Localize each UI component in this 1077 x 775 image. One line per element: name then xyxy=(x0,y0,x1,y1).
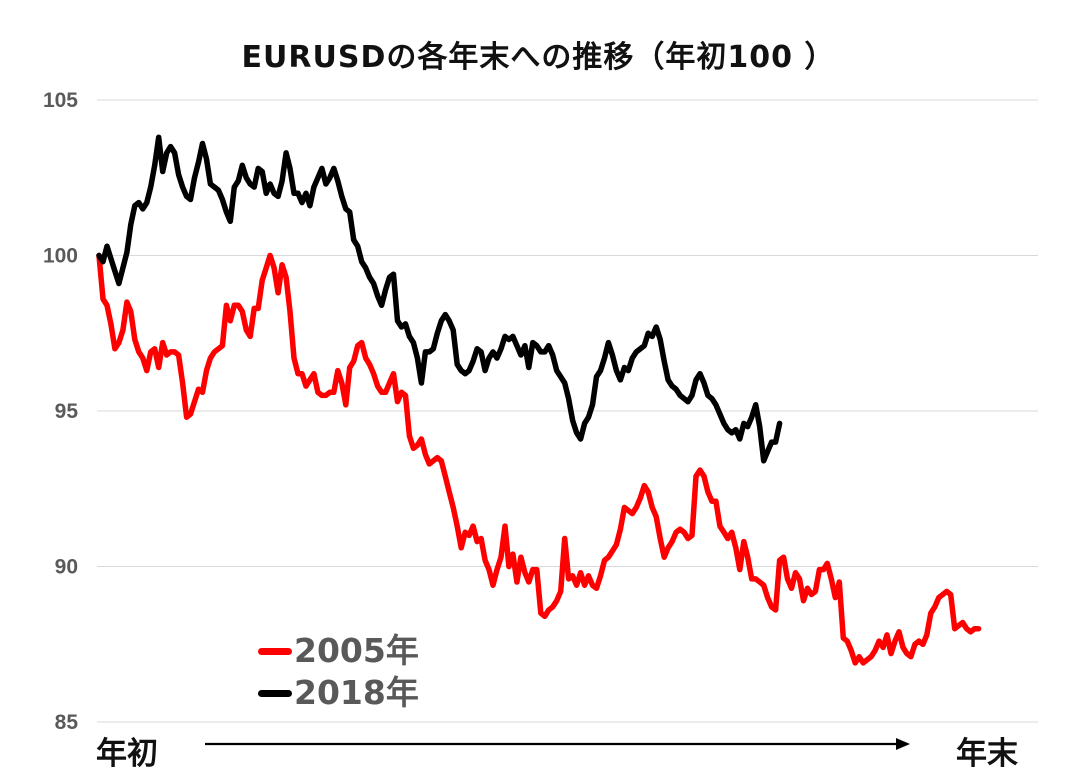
legend-swatch-2005 xyxy=(258,647,292,655)
y-tick-label: 105 xyxy=(43,89,78,112)
legend-label-2005: 2005年 xyxy=(294,631,419,670)
x-start-label: 年初 xyxy=(96,736,158,772)
legend: 2005年 2018年 xyxy=(258,630,419,714)
chart-title: EURUSDの各年末への推移（年初100 ） xyxy=(241,40,836,75)
legend-label-2018: 2018年 xyxy=(294,673,419,712)
x-end-label: 年末 xyxy=(956,736,1018,772)
legend-item-2005: 2005年 xyxy=(258,630,419,672)
y-tick-label: 95 xyxy=(55,400,79,423)
series-line-2018 xyxy=(96,134,783,464)
series-lines xyxy=(96,134,982,666)
gridlines xyxy=(97,99,1038,723)
y-tick-label: 100 xyxy=(43,245,78,268)
y-tick-label: 90 xyxy=(55,556,78,579)
x-axis-arrow xyxy=(205,738,910,750)
series-line-2005 xyxy=(96,252,982,666)
legend-item-2018: 2018年 xyxy=(258,672,419,714)
y-axis-ticks: 85 90 95 100 105 xyxy=(43,89,78,734)
y-tick-label: 85 xyxy=(55,711,79,734)
legend-swatch-2018 xyxy=(258,689,292,697)
